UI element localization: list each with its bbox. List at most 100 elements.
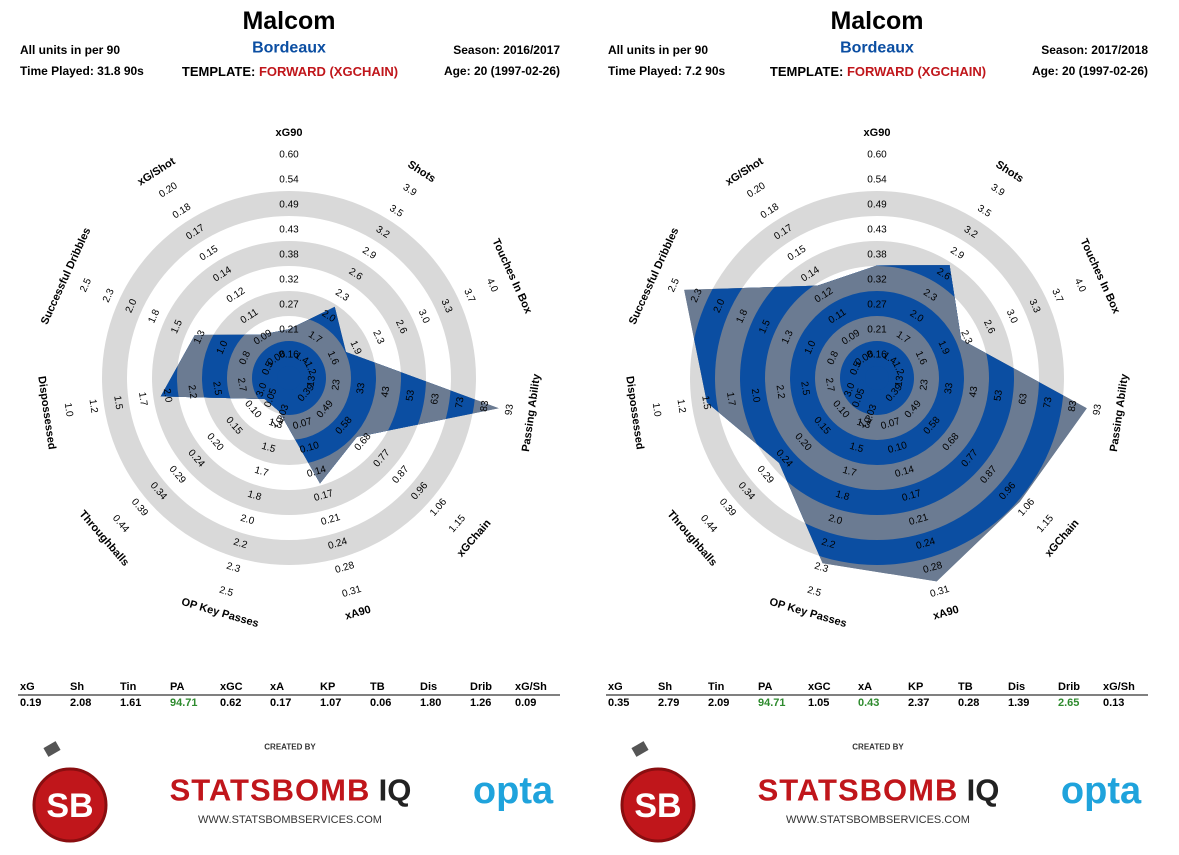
tick-label: 33: [943, 382, 956, 395]
axis-label: xG90: [276, 127, 303, 139]
stat-header: Dis: [1008, 681, 1025, 693]
tick-label: 2.3: [958, 329, 974, 347]
tick-label: 0.21: [908, 512, 930, 528]
units-note: All units in per 90: [608, 43, 708, 57]
created-by: CREATED BY: [852, 743, 904, 752]
tick-label: 0.24: [327, 536, 349, 552]
tick-label: 2.0: [827, 513, 844, 528]
iq-wordmark: IQ: [967, 773, 1000, 808]
stat-header: xG/Sh: [1103, 681, 1135, 693]
tick-label: 2.3: [225, 561, 242, 576]
tick-label: 0.20: [157, 180, 180, 200]
tick-label: 1.0: [215, 339, 231, 357]
tick-label: 2.6: [393, 318, 409, 336]
bomb-fuse-icon: [631, 741, 649, 757]
stat-value: 0.28: [958, 697, 979, 709]
stat-header: KP: [908, 681, 923, 693]
tick-label: 0.38: [867, 250, 887, 261]
tick-label: 0.21: [320, 512, 342, 528]
iq-wordmark: IQ: [379, 773, 412, 808]
tick-label: 23: [918, 378, 931, 391]
tick-label: 0.16: [867, 350, 887, 361]
tick-label: 0.07: [880, 416, 902, 432]
tick-label: 0.27: [279, 300, 299, 311]
tick-label: 2.3: [689, 287, 705, 305]
tick-label: 1.2: [302, 360, 318, 378]
panel: Malcom Bordeaux All units in per 90 Time Pl…: [18, 7, 560, 843]
tick-label: 3.7: [461, 287, 477, 305]
stat-value: 0.13: [1103, 697, 1124, 709]
template-prefix: TEMPLATE:: [770, 64, 847, 79]
tick-label: 0.60: [867, 150, 887, 161]
tick-label: 0.44: [698, 513, 719, 535]
tick-label: 0.49: [279, 200, 299, 211]
season-label: Season: 2016/2017: [453, 43, 560, 57]
tick-label: 2.0: [712, 297, 728, 315]
player-name: Malcom: [242, 7, 335, 35]
tick-label: 0.20: [745, 180, 768, 200]
tick-label: 1.5: [111, 395, 124, 411]
tick-label: 0.60: [279, 150, 299, 161]
tick-label: 2.5: [798, 381, 811, 397]
stat-value: 0.06: [370, 697, 391, 709]
stat-header: xG: [20, 681, 35, 693]
tick-label: 0.43: [867, 225, 887, 236]
tick-label: 1.3: [192, 328, 208, 346]
stat-value: 0.19: [20, 697, 41, 709]
tick-label: 2.7: [823, 377, 836, 393]
axis-label: xA90: [932, 604, 961, 623]
tick-label: 63: [1017, 392, 1030, 405]
statsbomb-wordmark: STATSBOMB: [758, 773, 959, 808]
stat-header: Sh: [70, 681, 84, 693]
stat-value: 1.07: [320, 697, 341, 709]
tick-label: 53: [993, 389, 1006, 402]
units-note: All units in per 90: [20, 43, 120, 57]
stat-header: PA: [170, 681, 185, 693]
tick-label: 53: [405, 389, 418, 402]
tick-label: 0.38: [279, 250, 299, 261]
stat-value: 1.05: [808, 697, 829, 709]
tick-label: 0.24: [915, 536, 937, 552]
tick-label: 0.54: [279, 175, 299, 186]
sb-logo-text: SB: [634, 787, 681, 825]
axis-label: OP Key Passes: [768, 596, 848, 630]
stat-value: 2.65: [1058, 697, 1079, 709]
tick-label: 1.9: [348, 339, 364, 357]
tick-label: 2.5: [78, 276, 94, 294]
tick-label: 1.3: [855, 417, 872, 432]
tick-label: 83: [1067, 399, 1080, 412]
polygon-band: [865, 366, 889, 390]
tick-label: 1.5: [260, 441, 277, 456]
stat-value: 1.39: [1008, 697, 1029, 709]
sb-logo-icon: [32, 767, 108, 843]
tick-label: 1.15: [447, 513, 468, 535]
tick-label: 1.3: [780, 328, 796, 346]
tick-label: 3.9: [989, 182, 1007, 199]
tick-label: 2.0: [161, 388, 174, 404]
template-value: FORWARD (XGCHAIN): [847, 64, 986, 79]
stat-value: 0.17: [270, 697, 291, 709]
tick-label: 43: [968, 385, 981, 398]
template-label: TEMPLATE: FORWARD (XGCHAIN): [770, 64, 986, 79]
tick-label: 1.6: [325, 349, 341, 367]
stat-header: KP: [320, 681, 335, 693]
time-played: Time Played: 7.2 90s: [608, 64, 726, 78]
axis-label: Dispossessed: [623, 375, 645, 450]
age-label: Age: 20 (1997-02-26): [444, 64, 560, 78]
tick-label: 3.3: [438, 298, 454, 316]
tick-label: 3.9: [401, 182, 419, 199]
tick-label: 1.8: [834, 489, 851, 504]
tick-label: 0.8: [825, 349, 841, 367]
tick-label: 1.7: [841, 465, 858, 480]
tick-label: 0.49: [867, 200, 887, 211]
team-name: Bordeaux: [840, 40, 914, 57]
bomb-fuse-icon: [43, 741, 61, 757]
stat-value: 2.37: [908, 697, 929, 709]
stat-header: xGC: [808, 681, 831, 693]
statsbomb-url: WWW.STATSBOMBSERVICES.COM: [786, 814, 970, 826]
tick-label: 0.14: [306, 464, 328, 480]
tick-label: 13: [894, 375, 907, 388]
player-name: Malcom: [830, 7, 923, 35]
tick-label: 1.2: [890, 360, 906, 378]
